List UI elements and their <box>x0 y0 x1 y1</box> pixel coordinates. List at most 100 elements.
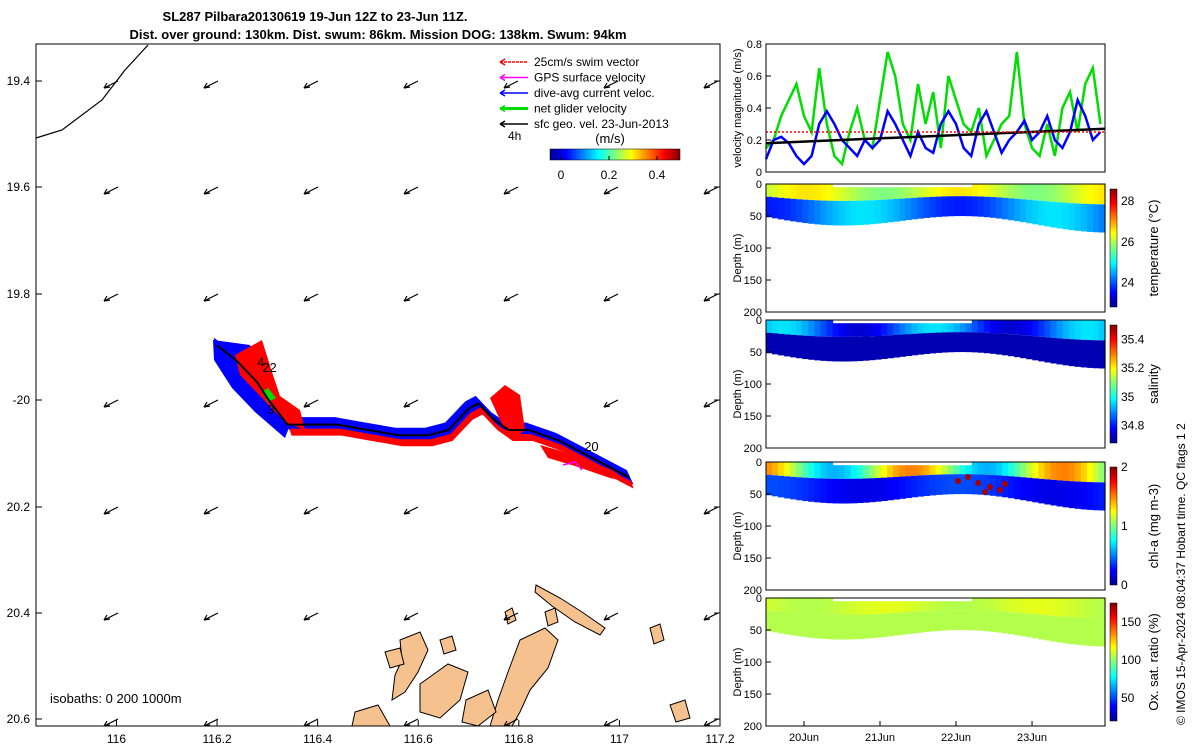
arrow-head <box>703 614 711 621</box>
map-x-ticks: 116 116.2 116.4 116.6 116.8 117 117.2 <box>107 720 735 746</box>
geo-velocity-arrow <box>203 718 219 726</box>
arrow-head <box>503 188 511 195</box>
section-cell <box>850 601 858 615</box>
section-cell <box>881 477 888 501</box>
section-cell <box>971 610 979 631</box>
section-cell <box>784 184 791 199</box>
section-cell <box>772 197 779 219</box>
section-cell <box>790 198 797 222</box>
section-cell <box>1002 197 1009 220</box>
depth-tick-label: 50 <box>750 211 762 223</box>
section-cell <box>1080 320 1088 340</box>
section-cell <box>826 184 834 201</box>
depth-axis-label: Depth (m) <box>732 370 744 419</box>
arrow-head <box>303 188 311 195</box>
section-cell <box>1014 320 1021 335</box>
depth-axis-label: Depth (m) <box>732 512 744 561</box>
section-cell <box>935 601 943 611</box>
section-cell <box>1032 478 1040 503</box>
section-cell <box>868 336 876 361</box>
depth-tick-label: 150 <box>744 689 762 701</box>
section-cell <box>802 335 809 360</box>
map-x-tick-label: 116.4 <box>303 732 332 746</box>
depth-tick-label: 150 <box>744 553 762 565</box>
section-cell <box>881 335 888 359</box>
section-cell <box>1038 598 1046 615</box>
section-cell <box>850 478 858 504</box>
section-cell <box>766 462 773 475</box>
section-cell <box>826 598 834 615</box>
section-cell <box>856 601 864 615</box>
section-cell <box>941 187 949 197</box>
section-cell <box>953 332 961 353</box>
section-cell <box>1014 612 1021 636</box>
arrow-head <box>603 401 611 408</box>
section-cell <box>983 474 991 496</box>
legend-label: dive-avg current veloc. <box>534 86 655 100</box>
section-cell <box>1062 598 1070 617</box>
section-cell <box>965 610 973 631</box>
geo-velocity-arrow <box>603 612 619 621</box>
section-cell <box>1038 614 1046 640</box>
section-cell <box>1098 320 1106 341</box>
map-y-tick-label: 20.2 <box>7 500 31 514</box>
section-cell <box>1038 462 1046 479</box>
section-cell <box>832 323 840 337</box>
section-cell <box>996 197 1003 219</box>
arrow-head <box>503 508 511 515</box>
map-legend: 25cm/s swim vector GPS surface velocitydi… <box>499 55 669 131</box>
colorbar-tick-label: 24 <box>1121 276 1135 290</box>
depth-axis-label: Depth (m) <box>732 234 744 283</box>
map-y-tick-label: 20.6 <box>7 712 31 726</box>
velocity-series-line <box>765 127 1106 145</box>
section-cell <box>917 323 924 334</box>
section-cell <box>1098 462 1106 483</box>
depth-tick-label: 150 <box>744 411 762 423</box>
section-cell <box>989 333 997 354</box>
section-cell <box>796 613 803 637</box>
section-cell <box>923 197 931 218</box>
section-cell <box>1044 598 1052 616</box>
velocity-y-tick-label: 0.8 <box>747 39 762 51</box>
section-cell <box>923 465 931 476</box>
section-cell <box>1038 200 1046 226</box>
arrow-head <box>603 188 611 195</box>
section-cell <box>959 196 967 217</box>
colorbar-tick-label: 35 <box>1121 390 1135 404</box>
section-cell <box>826 614 834 640</box>
section-cell <box>929 601 937 611</box>
section-cell <box>905 601 912 613</box>
section-cell <box>862 187 870 201</box>
geo-velocity-arrow <box>703 718 719 726</box>
section-cell <box>1062 202 1070 230</box>
section-cell <box>862 336 870 361</box>
section-cell <box>766 196 773 218</box>
section-cell <box>1068 339 1076 367</box>
section-cell <box>1080 617 1088 646</box>
legend-hours-label: 4h <box>508 129 521 143</box>
geo-velocity-arrow <box>203 612 219 621</box>
speed-colorbar <box>549 148 681 161</box>
title-line-1: SL287 Pilbara20130619 19-Jun 12Z to 23-J… <box>163 9 468 24</box>
section-cell <box>959 465 967 475</box>
section-cell <box>881 323 888 336</box>
arrow-head <box>403 82 411 89</box>
section-cell <box>1044 615 1052 641</box>
section-cell <box>796 184 803 200</box>
section-cell <box>899 187 906 199</box>
section-cell <box>1002 320 1009 334</box>
section-cell <box>802 184 809 200</box>
time-tick-label: 20Jun <box>789 732 819 744</box>
geo-velocity-arrow <box>303 80 319 89</box>
depth-tick-label: 50 <box>750 625 762 637</box>
section-cell <box>947 196 955 217</box>
section-cell <box>917 465 924 476</box>
swim-vector-cluster <box>490 385 525 440</box>
arrow-head <box>703 82 711 89</box>
section-cell <box>1092 320 1100 341</box>
arrow-head <box>103 614 111 621</box>
section-cell <box>814 598 822 615</box>
section-cell <box>1056 616 1064 643</box>
island <box>351 704 391 726</box>
section-cell <box>778 598 785 612</box>
